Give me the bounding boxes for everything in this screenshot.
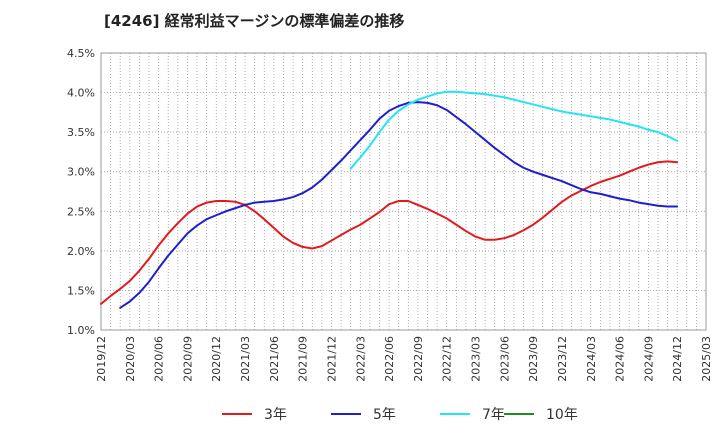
x-tick-label: 2020/09 [181,336,194,382]
plot-area [100,52,707,331]
y-tick-label: 3.5% [67,126,95,139]
y-tick-label: 2.0% [67,245,95,258]
y-tick-label: 4.5% [67,47,95,60]
x-tick-label: 2022/12 [441,336,454,382]
x-tick-label: 2021/06 [268,336,281,382]
x-tick-label: 2022/03 [354,336,367,382]
x-tick-label: 2020/03 [124,336,137,382]
legend-label: 5年 [373,407,396,423]
x-tick-label: 2023/06 [498,336,511,382]
x-tick-label: 2023/09 [527,336,540,382]
x-tick-label: 2021/03 [239,336,252,382]
x-tick-label: 2022/06 [383,336,396,382]
x-tick-label: 2021/09 [297,336,310,382]
x-tick-label: 2024/06 [614,336,627,382]
legend-label: 7年 [482,407,505,423]
y-tick-label: 1.0% [67,324,95,337]
x-tick-label: 2021/12 [325,336,338,382]
x-tick-label: 2023/12 [556,336,569,382]
series-line-3年 [100,160,679,305]
x-tick-label: 2019/12 [95,336,108,382]
chart-title: [4246] 経常利益マージンの標準偏差の推移 [104,12,405,30]
y-tick-label: 1.5% [67,284,95,297]
y-tick-label: 4.0% [67,87,95,100]
x-tick-label: 2024/12 [671,336,684,382]
x-tick-label: 2020/06 [153,336,166,382]
x-tick-label: 2020/12 [210,336,223,382]
legend-label: 3年 [264,407,287,423]
series-line-7年 [349,90,679,170]
x-tick-label: 2025/03 [700,336,713,382]
x-tick-label: 2024/03 [585,336,598,382]
x-tick-label: 2024/09 [642,336,655,382]
legend-label: 10年 [546,407,578,423]
y-tick-label: 3.0% [67,166,95,179]
x-tick-label: 2022/09 [412,336,425,382]
y-tick-label: 2.5% [67,205,95,218]
series-line-5年 [119,101,679,309]
x-tick-label: 2023/03 [470,336,483,382]
